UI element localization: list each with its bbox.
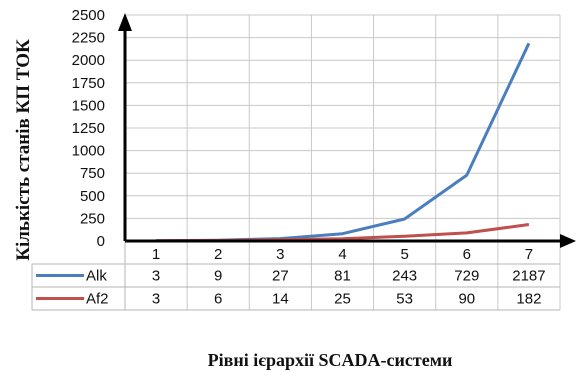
y-tick-label: 2500 <box>72 7 105 24</box>
table-cell-value: 9 <box>214 268 222 285</box>
x-category-label: 4 <box>338 246 346 263</box>
series-line-alk <box>156 42 531 243</box>
y-tick-label: 1500 <box>72 97 105 114</box>
table-cell-value: 182 <box>516 291 541 308</box>
table-cell-value: 729 <box>454 268 479 285</box>
legend-label-af2: Af2 <box>86 291 109 308</box>
x-category-label: 6 <box>463 246 471 263</box>
y-axis-arrow <box>118 13 132 31</box>
x-category-label: 2 <box>214 246 222 263</box>
y-tick-label: 750 <box>80 165 105 182</box>
table-cell-value: 3 <box>152 268 160 285</box>
x-category-label: 5 <box>400 246 408 263</box>
y-tick-label: 2000 <box>72 52 105 69</box>
table-cell-value: 90 <box>458 291 475 308</box>
table-cell-value: 14 <box>272 291 289 308</box>
table-cell-value: 2187 <box>512 268 545 285</box>
x-category-label: 1 <box>152 246 160 263</box>
table-cell-value: 27 <box>272 268 289 285</box>
y-tick-label: 250 <box>80 210 105 227</box>
y-tick-label: 2250 <box>72 30 105 47</box>
y-tick-label: 1000 <box>72 143 105 160</box>
y-tick-label: 500 <box>80 188 105 205</box>
x-axis-label: Рівні ієрархії SCADA-системи <box>207 350 453 370</box>
x-category-label: 7 <box>525 246 533 263</box>
x-axis-arrow <box>560 234 576 248</box>
x-category-label: 3 <box>276 246 284 263</box>
table-cell-value: 3 <box>152 291 160 308</box>
y-tick-label: 1750 <box>72 75 105 92</box>
y-tick-label: 1250 <box>72 120 105 137</box>
table-cell-value: 81 <box>334 268 351 285</box>
table-cell-value: 243 <box>392 268 417 285</box>
table-cell-value: 53 <box>396 291 413 308</box>
legend-label-alk: Alk <box>86 268 107 285</box>
table-cell-value: 25 <box>334 291 351 308</box>
table-cell-value: 6 <box>214 291 222 308</box>
y-tick-label: 0 <box>97 233 105 250</box>
